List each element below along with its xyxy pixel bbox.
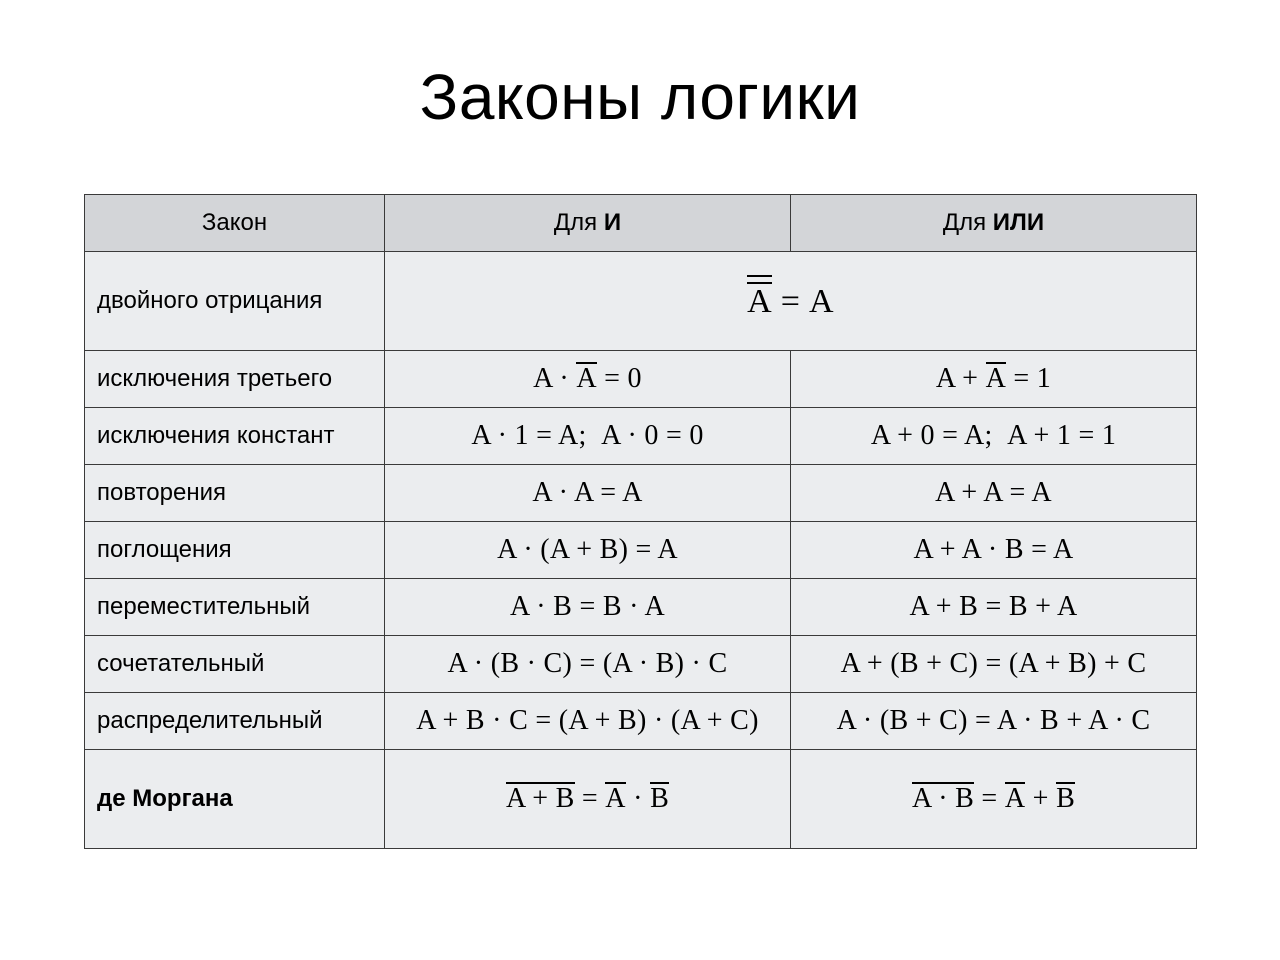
table-row: поглощенияA · (A + B) = AA + A · B = A: [85, 522, 1197, 579]
formula-and: A · 1 = A; A · 0 = 0: [385, 408, 791, 465]
formula-or: A + A · B = A: [791, 522, 1197, 579]
law-name: исключения констант: [85, 408, 385, 465]
col-header-law: Закон: [85, 195, 385, 252]
formula-and: A + B · C = (A + B) · (A + C): [385, 693, 791, 750]
col-header-and: Для И: [385, 195, 791, 252]
formula-merged: A = A: [385, 252, 1197, 351]
table-header-row: Закон Для И Для ИЛИ: [85, 195, 1197, 252]
formula-or: A · (B + C) = A · B + A · C: [791, 693, 1197, 750]
formula-or: A + 0 = A; A + 1 = 1: [791, 408, 1197, 465]
col-header-and-prefix: Для: [554, 209, 604, 236]
formula-and: A · (B · C) = (A · B) · C: [385, 636, 791, 693]
law-name: сочетательный: [85, 636, 385, 693]
table-row: исключения третьегоA · A = 0A + A = 1: [85, 351, 1197, 408]
col-header-and-bold: И: [604, 209, 621, 236]
table-row: двойного отрицанияA = A: [85, 252, 1197, 351]
table-row: исключения константA · 1 = A; A · 0 = 0A…: [85, 408, 1197, 465]
formula-or: A · B = A + B: [791, 750, 1197, 849]
table-row: сочетательныйA · (B · C) = (A · B) · CA …: [85, 636, 1197, 693]
col-header-or-bold: ИЛИ: [993, 209, 1044, 236]
table-row: повторенияA · A = AA + A = A: [85, 465, 1197, 522]
formula-or: A + A = A: [791, 465, 1197, 522]
law-name: поглощения: [85, 522, 385, 579]
law-name: переместительный: [85, 579, 385, 636]
col-header-or-prefix: Для: [943, 209, 993, 236]
formula-and: A · A = A: [385, 465, 791, 522]
page: Законы логики Закон Для И Для ИЛИ двойно…: [0, 0, 1280, 960]
formula-or: A + (B + C) = (A + B) + C: [791, 636, 1197, 693]
col-header-or: Для ИЛИ: [791, 195, 1197, 252]
table-row: распределительныйA + B · C = (A + B) · (…: [85, 693, 1197, 750]
formula-or: A + A = 1: [791, 351, 1197, 408]
law-name: де Моргана: [85, 750, 385, 849]
law-name: двойного отрицания: [85, 252, 385, 351]
formula-and: A · (A + B) = A: [385, 522, 791, 579]
page-title: Законы логики: [84, 60, 1196, 134]
law-name: исключения третьего: [85, 351, 385, 408]
table-row: де МорганаA + B = A · BA · B = A + B: [85, 750, 1197, 849]
law-name: повторения: [85, 465, 385, 522]
formula-and: A + B = A · B: [385, 750, 791, 849]
formula-and: A · A = 0: [385, 351, 791, 408]
laws-tbody: двойного отрицанияA = Aисключения третье…: [85, 252, 1197, 849]
formula-and: A · B = B · A: [385, 579, 791, 636]
law-name: распределительный: [85, 693, 385, 750]
laws-table: Закон Для И Для ИЛИ двойного отрицанияA …: [84, 194, 1197, 849]
formula-or: A + B = B + A: [791, 579, 1197, 636]
table-row: переместительныйA · B = B · AA + B = B +…: [85, 579, 1197, 636]
